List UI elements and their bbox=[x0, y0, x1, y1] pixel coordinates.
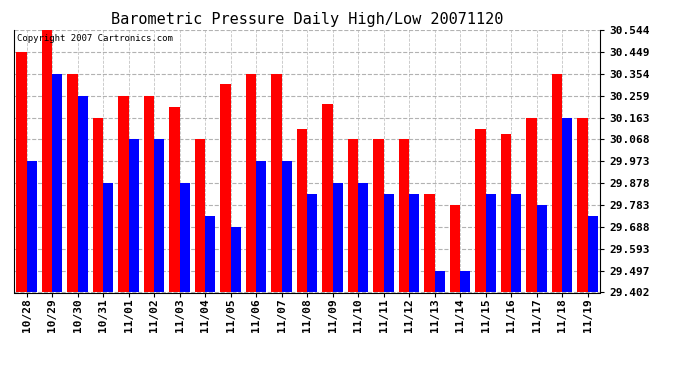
Bar bbox=[93, 118, 103, 292]
Bar bbox=[578, 118, 588, 292]
Bar bbox=[501, 134, 511, 292]
Bar bbox=[307, 194, 317, 292]
Bar bbox=[526, 118, 537, 292]
Bar bbox=[409, 194, 420, 292]
Bar bbox=[220, 84, 230, 292]
Bar bbox=[297, 129, 307, 292]
Bar bbox=[588, 216, 598, 292]
Bar bbox=[399, 140, 409, 292]
Bar bbox=[486, 194, 495, 292]
Bar bbox=[424, 194, 435, 292]
Bar bbox=[384, 194, 394, 292]
Bar bbox=[450, 205, 460, 292]
Bar bbox=[144, 96, 154, 292]
Bar bbox=[562, 118, 572, 292]
Bar bbox=[230, 227, 241, 292]
Bar bbox=[322, 105, 333, 292]
Bar bbox=[17, 52, 26, 292]
Bar bbox=[333, 183, 343, 292]
Bar bbox=[154, 140, 164, 292]
Title: Barometric Pressure Daily High/Low 20071120: Barometric Pressure Daily High/Low 20071… bbox=[111, 12, 503, 27]
Bar bbox=[68, 74, 77, 292]
Bar bbox=[179, 183, 190, 292]
Bar bbox=[256, 161, 266, 292]
Bar bbox=[128, 140, 139, 292]
Bar bbox=[552, 74, 562, 292]
Bar bbox=[42, 30, 52, 292]
Bar bbox=[77, 96, 88, 292]
Bar bbox=[169, 107, 179, 292]
Bar bbox=[205, 216, 215, 292]
Bar bbox=[435, 271, 445, 292]
Bar bbox=[537, 205, 546, 292]
Bar bbox=[348, 140, 358, 292]
Text: Copyright 2007 Cartronics.com: Copyright 2007 Cartronics.com bbox=[17, 34, 172, 43]
Bar bbox=[358, 183, 368, 292]
Bar bbox=[460, 271, 471, 292]
Bar bbox=[511, 194, 521, 292]
Bar bbox=[246, 74, 256, 292]
Bar bbox=[52, 74, 62, 292]
Bar bbox=[195, 140, 205, 292]
Bar bbox=[119, 96, 128, 292]
Bar bbox=[26, 161, 37, 292]
Bar bbox=[373, 140, 384, 292]
Bar bbox=[271, 74, 282, 292]
Bar bbox=[103, 183, 113, 292]
Bar bbox=[475, 129, 486, 292]
Bar bbox=[282, 161, 292, 292]
